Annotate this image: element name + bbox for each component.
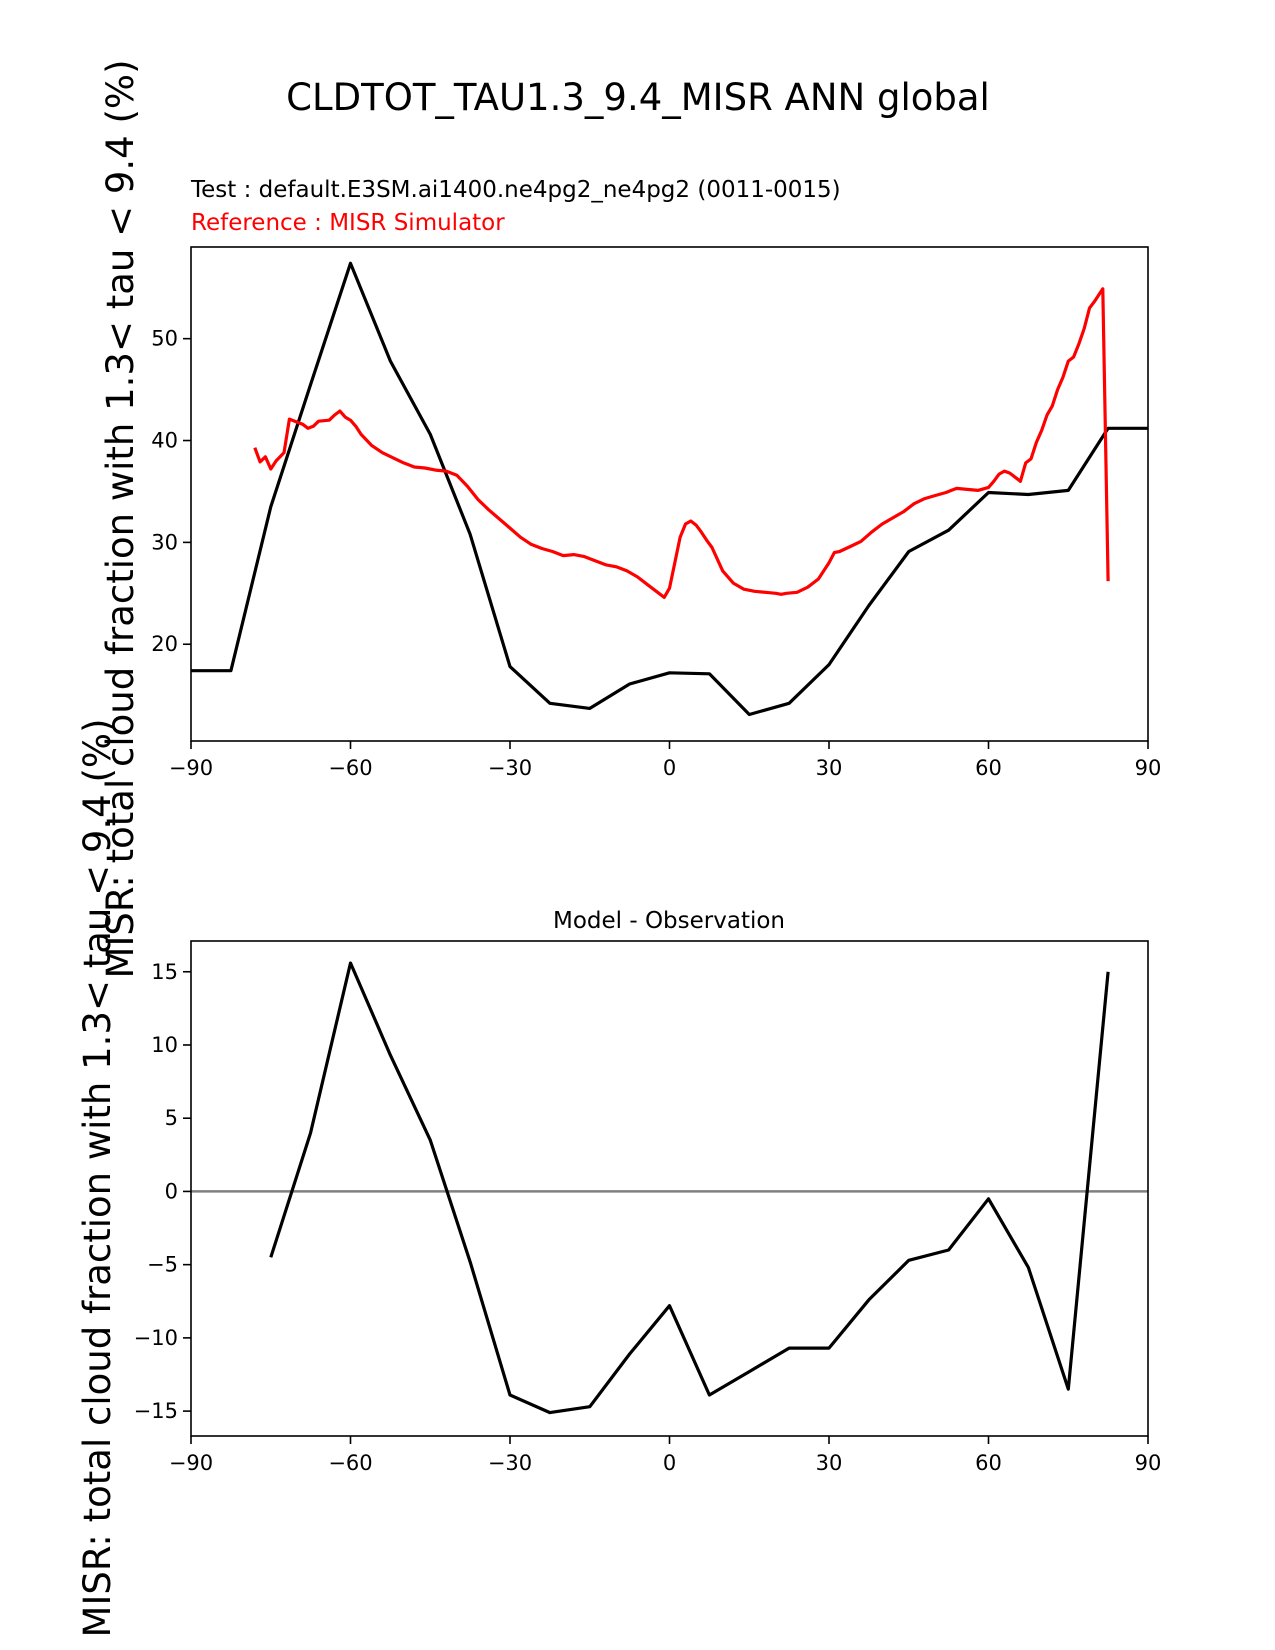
x-tick-label: −30 (488, 1451, 532, 1475)
x-tick-label: 90 (1135, 756, 1162, 780)
y-tick-label: 20 (151, 632, 178, 656)
y-tick-label: −15 (134, 1399, 178, 1423)
reference-subtitle: Reference : MISR Simulator (191, 210, 505, 236)
y-tick-label: 40 (151, 429, 178, 453)
climatology-panel: −90 −60 −30 0 30 60 90 20 30 40 50 (151, 246, 1162, 780)
x-tick-label: 60 (975, 756, 1002, 780)
x-tick-label: 90 (1135, 1451, 1162, 1475)
difference-panel: −90 −60 −30 0 30 60 90 −15 −10 −5 0 5 10 15 (134, 940, 1162, 1475)
y-tick-label: 50 (151, 327, 178, 351)
y-tick-label: 5 (165, 1106, 178, 1130)
ylabel-top-panel: MISR: total cloud fraction with 1.3< tau… (99, 60, 142, 979)
plot-frame (190, 940, 1149, 1437)
x-tick-label: −60 (328, 1451, 372, 1475)
series-line-model-observation (269, 961, 1110, 1415)
x-tick-label: 30 (816, 1451, 843, 1475)
x-tick-label: −90 (169, 756, 213, 780)
test-subtitle: Test : default.E3SM.ai1400.ne4pg2_ne4pg2… (190, 177, 841, 203)
x-tick-label: −60 (328, 756, 372, 780)
difference-panel-title: Model - Observation (553, 908, 785, 934)
x-tick-label: 60 (975, 1451, 1002, 1475)
x-tick-label: 0 (663, 756, 676, 780)
y-tick-label: 15 (151, 960, 178, 984)
figure-title: CLDTOT_TAU1.3_9.4_MISR ANN global (286, 76, 990, 119)
series-line-test (191, 261, 1148, 717)
x-tick-label: 30 (816, 756, 843, 780)
x-tick-label: −30 (488, 756, 532, 780)
y-tick-label: −5 (147, 1253, 178, 1277)
x-tick-label: 0 (663, 1451, 676, 1475)
y-tick-label: 0 (165, 1179, 178, 1203)
y-tick-label: 10 (151, 1033, 178, 1057)
y-tick-label: 30 (151, 530, 178, 554)
series-line-reference (253, 287, 1110, 600)
y-tick-label: −10 (134, 1326, 178, 1350)
ylabel-bottom-panel: MISR: total cloud fraction with 1.3< tau… (76, 719, 119, 1638)
x-tick-label: −90 (169, 1451, 213, 1475)
